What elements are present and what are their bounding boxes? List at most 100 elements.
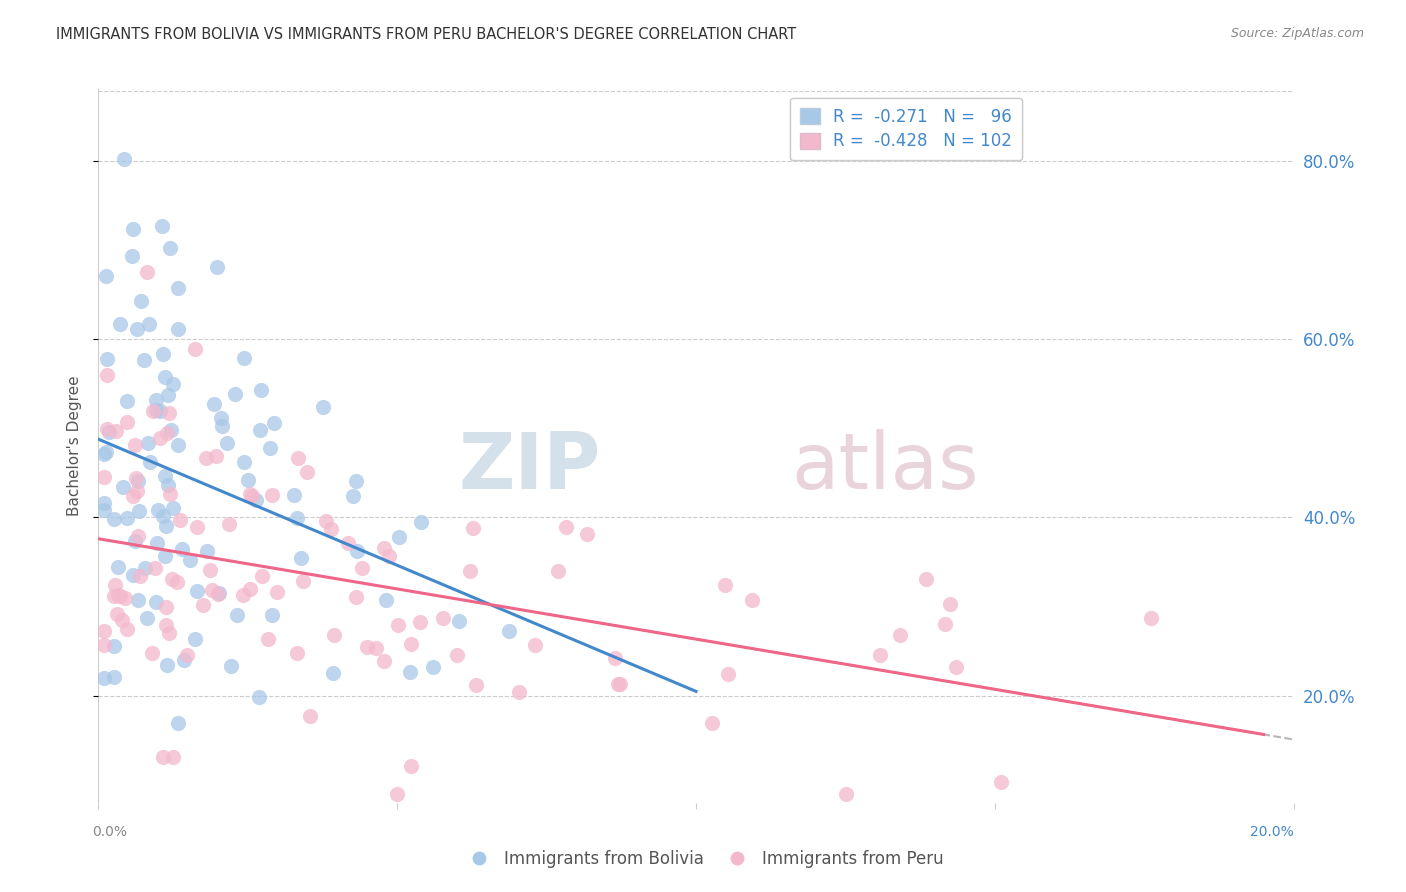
Point	[446, 648, 468, 662]
Point	[125, 322, 148, 336]
Point	[170, 542, 193, 557]
Point	[107, 588, 129, 602]
Point	[122, 567, 145, 582]
Legend: R =  -0.271   N =   96, R =  -0.428   N = 102: R = -0.271 N = 96, R = -0.428 N = 102	[790, 97, 1022, 161]
Point	[160, 423, 183, 437]
Point	[104, 578, 127, 592]
Text: ZIP: ZIP	[458, 429, 600, 506]
Point	[215, 436, 238, 450]
Point	[375, 593, 398, 607]
Point	[93, 496, 115, 510]
Point	[915, 572, 938, 586]
Point	[103, 670, 125, 684]
Point	[717, 666, 740, 681]
Point	[344, 590, 367, 604]
Point	[143, 561, 166, 575]
Point	[155, 519, 177, 533]
Point	[186, 583, 208, 598]
Point	[155, 369, 177, 384]
Point	[291, 574, 314, 588]
Point	[287, 450, 309, 465]
Point	[127, 474, 149, 488]
Point	[605, 651, 627, 665]
Point	[167, 716, 190, 731]
Point	[385, 787, 408, 801]
Point	[609, 677, 631, 691]
Point	[741, 593, 763, 607]
Point	[93, 671, 115, 685]
Point	[105, 607, 128, 622]
Point	[107, 560, 129, 574]
Point	[233, 351, 256, 365]
Text: Source: ZipAtlas.com: Source: ZipAtlas.com	[1230, 27, 1364, 40]
Point	[157, 626, 180, 640]
Point	[97, 425, 120, 440]
Point	[93, 447, 115, 461]
Point	[141, 646, 163, 660]
Point	[356, 640, 378, 654]
Point	[399, 758, 422, 772]
Point	[366, 640, 388, 655]
Point	[127, 484, 149, 499]
Point	[96, 422, 118, 436]
Point	[152, 347, 174, 361]
Point	[336, 536, 359, 550]
Point	[103, 589, 125, 603]
Point	[422, 659, 444, 673]
Point	[409, 615, 432, 629]
Point	[606, 677, 628, 691]
Point	[173, 653, 195, 667]
Point	[464, 678, 486, 692]
Point	[136, 436, 159, 450]
Point	[108, 590, 131, 604]
Point	[117, 510, 139, 524]
Point	[201, 582, 224, 597]
Point	[94, 445, 117, 459]
Point	[934, 617, 956, 632]
Point	[447, 614, 470, 628]
Text: 0.0%: 0.0%	[93, 825, 128, 839]
Point	[249, 423, 271, 437]
Point	[554, 519, 576, 533]
Point	[869, 648, 891, 662]
Point	[195, 543, 218, 558]
Point	[387, 617, 409, 632]
Point	[259, 441, 281, 455]
Point	[103, 640, 125, 654]
Point	[127, 593, 149, 607]
Point	[136, 611, 159, 625]
Point	[240, 489, 263, 503]
Point	[378, 549, 401, 563]
Point	[155, 618, 177, 632]
Point	[160, 572, 183, 586]
Point	[157, 388, 180, 402]
Point	[150, 219, 173, 233]
Point	[162, 376, 184, 391]
Point	[142, 404, 165, 418]
Point	[388, 530, 411, 544]
Point	[179, 553, 201, 567]
Point	[283, 488, 305, 502]
Point	[149, 404, 172, 418]
Point	[124, 438, 146, 452]
Point	[508, 685, 530, 699]
Point	[432, 610, 454, 624]
Point	[208, 586, 231, 600]
Point	[225, 607, 247, 622]
Point	[463, 521, 485, 535]
Point	[323, 628, 346, 642]
Point	[575, 526, 598, 541]
Point	[191, 599, 214, 613]
Point	[266, 584, 288, 599]
Point	[125, 471, 148, 485]
Point	[184, 342, 207, 356]
Point	[409, 515, 432, 529]
Point	[148, 503, 170, 517]
Point	[132, 353, 155, 368]
Point	[93, 470, 115, 484]
Point	[124, 534, 146, 549]
Point	[112, 480, 135, 494]
Point	[138, 317, 160, 331]
Point	[252, 569, 274, 583]
Point	[290, 550, 312, 565]
